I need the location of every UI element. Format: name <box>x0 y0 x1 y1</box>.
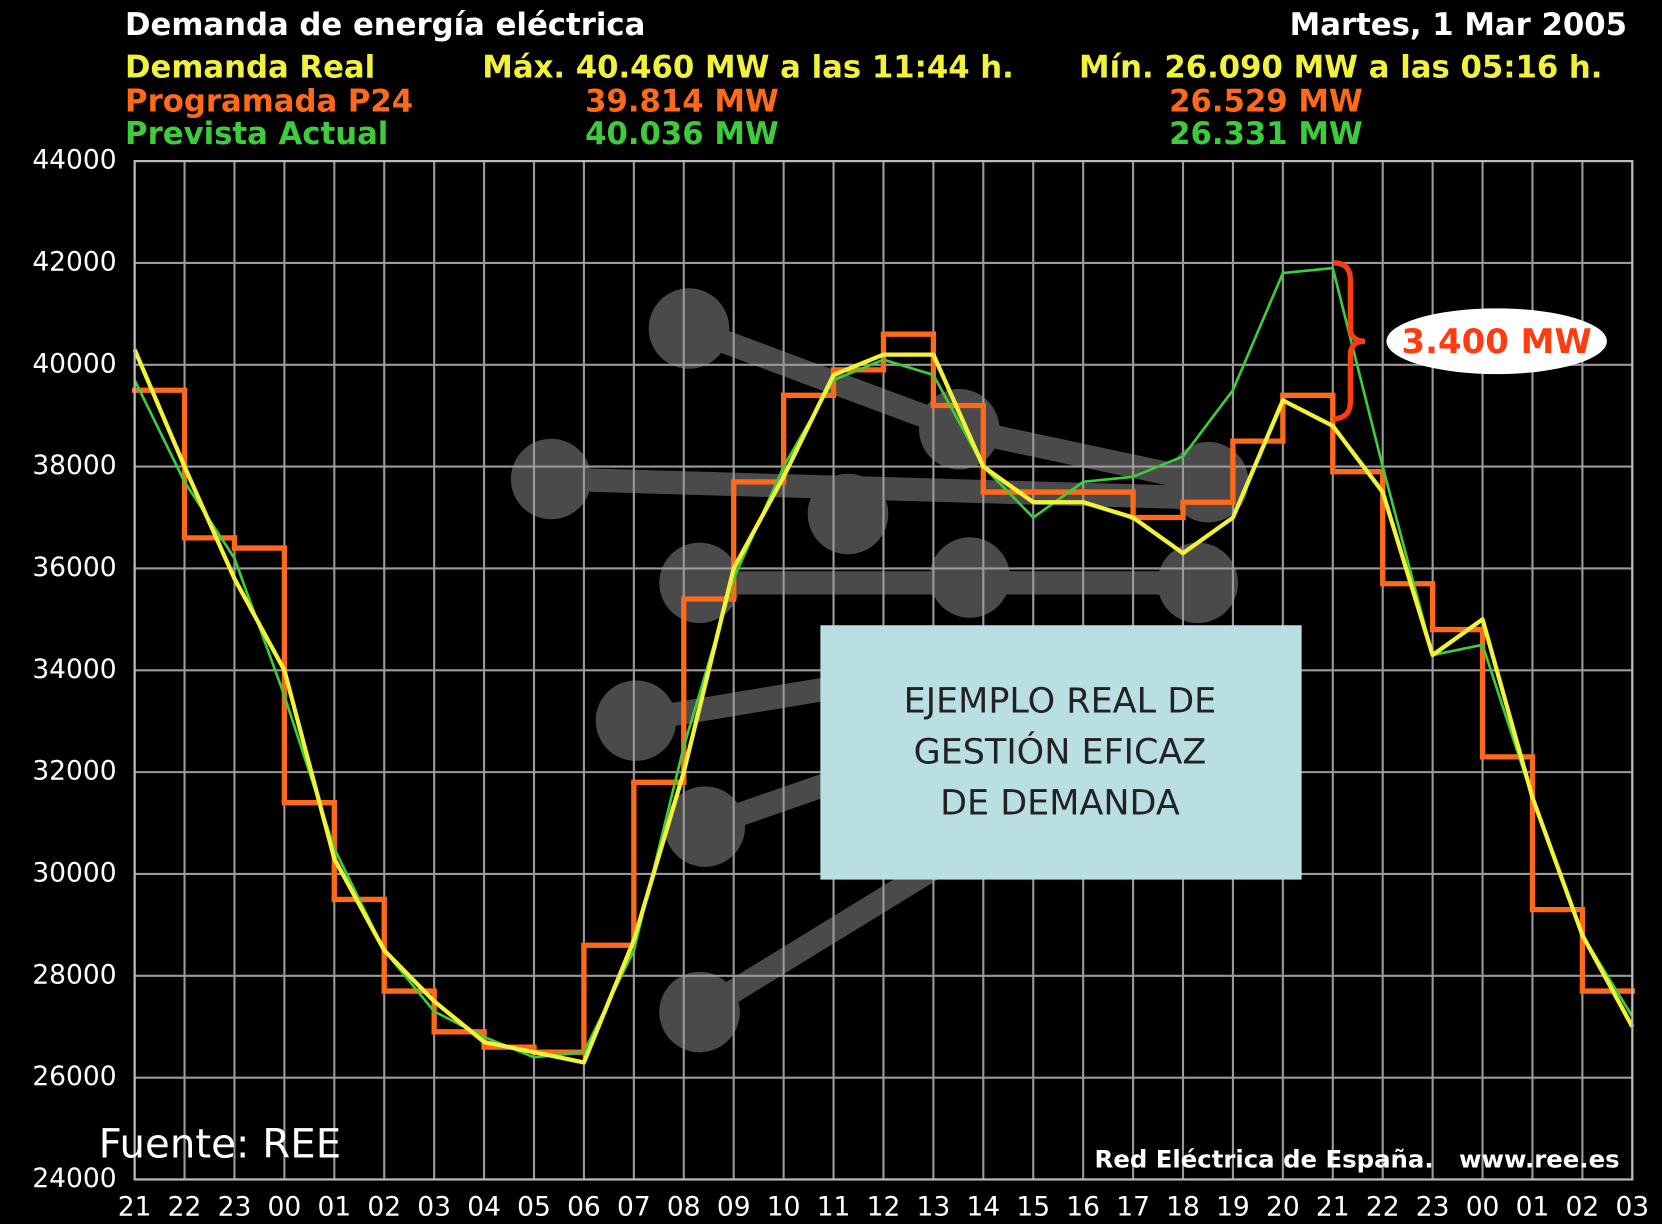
x-tick-label: 03 <box>417 1192 451 1223</box>
x-tick-label: 20 <box>1266 1192 1300 1223</box>
x-tick-label: 22 <box>168 1192 202 1223</box>
x-tick-label: 13 <box>917 1192 951 1223</box>
annotation-text: EJEMPLO REAL DE GESTIÓN EFICAZ DE DEMANDA <box>904 682 1217 824</box>
x-tick-label: 08 <box>667 1192 701 1223</box>
min-text: 26.529 MW <box>1169 83 1363 119</box>
annotation-box <box>820 625 1302 880</box>
date: Martes, 1 Mar 2005 <box>1290 7 1627 43</box>
x-tick-label: 01 <box>1516 1192 1550 1223</box>
x-tick-label: 11 <box>817 1192 851 1223</box>
min-text: 26.331 MW <box>1169 116 1363 152</box>
x-tick-label: 10 <box>767 1192 801 1223</box>
legend-label: Programada P24 <box>125 83 413 119</box>
y-tick-label: 30000 <box>32 857 116 888</box>
plot-frame <box>133 160 1634 1181</box>
x-tick-label: 02 <box>1566 1192 1600 1223</box>
x-tick-label: 04 <box>467 1192 501 1223</box>
x-tick-label: 16 <box>1066 1192 1100 1223</box>
gap-brace <box>1333 260 1366 422</box>
legend-label: Demanda Real <box>125 49 375 85</box>
y-tick-label: 32000 <box>32 756 116 787</box>
y-tick-label: 42000 <box>32 246 116 277</box>
x-tick-label: 22 <box>1366 1192 1400 1223</box>
series-line <box>132 348 1635 1065</box>
x-tick-label: 05 <box>517 1192 551 1223</box>
y-tick-label: 40000 <box>32 348 116 379</box>
y-tick-label: 26000 <box>32 1061 116 1092</box>
x-tick-label: 12 <box>867 1192 901 1223</box>
gap-bubble <box>1386 308 1607 375</box>
gap-label: 3.400 MW <box>1402 322 1592 361</box>
x-tick-label: 02 <box>367 1192 401 1223</box>
x-tick-label: 19 <box>1216 1192 1250 1223</box>
y-tick-label: 24000 <box>32 1163 116 1194</box>
x-tick-label: 23 <box>218 1192 252 1223</box>
max-text: 40.036 MW <box>585 116 779 152</box>
x-tick-label: 15 <box>1016 1192 1050 1223</box>
labels: 24000 26000 28000 30000 32000 34000 36000 38000… <box>32 145 1649 1223</box>
y-tick-label: 34000 <box>32 654 116 685</box>
legend: Demanda Real Máx. 40.460 MW a las 11:44 h… <box>125 49 1602 152</box>
y-tick-label: 36000 <box>32 552 116 583</box>
y-tick-label: 38000 <box>32 450 116 481</box>
x-tick-label: 01 <box>317 1192 351 1223</box>
source: Fuente: REE <box>99 1122 342 1168</box>
x-tick-label: 09 <box>717 1192 751 1223</box>
min-text: Mín. 26.090 MW a las 05:16 h. <box>1079 49 1602 85</box>
x-tick-label: 06 <box>567 1192 601 1223</box>
x-tick-label: 14 <box>966 1192 1000 1223</box>
chart-title: Demanda de energía eléctrica <box>125 7 645 43</box>
annotation-line: DE DEMANDA <box>940 783 1180 823</box>
x-tick-label: 00 <box>1466 1192 1500 1223</box>
legend-label: Prevista Actual <box>125 116 388 152</box>
annotation-line: GESTIÓN EFICAZ <box>914 730 1207 772</box>
x-tick-label: 00 <box>268 1192 302 1223</box>
x-tick-label: 17 <box>1116 1192 1150 1223</box>
x-tick-label: 07 <box>617 1192 651 1223</box>
x-tick-label: 03 <box>1615 1192 1649 1223</box>
credit: Red Eléctrica de España. www.ree.es <box>1095 1144 1620 1173</box>
plot-lines <box>131 266 1635 1065</box>
max-text: 39.814 MW <box>585 83 779 119</box>
x-tick-label: 18 <box>1166 1192 1200 1223</box>
y-tick-label: 28000 <box>32 959 116 990</box>
x-tick-label: 21 <box>1316 1192 1350 1223</box>
annotation-line: EJEMPLO REAL DE <box>904 682 1217 722</box>
max-text: Máx. 40.460 MW a las 11:44 h. <box>482 49 1014 85</box>
x-tick-label: 23 <box>1416 1192 1450 1223</box>
y-tick-label: 44000 <box>32 145 116 176</box>
x-tick-label: 21 <box>118 1192 152 1223</box>
